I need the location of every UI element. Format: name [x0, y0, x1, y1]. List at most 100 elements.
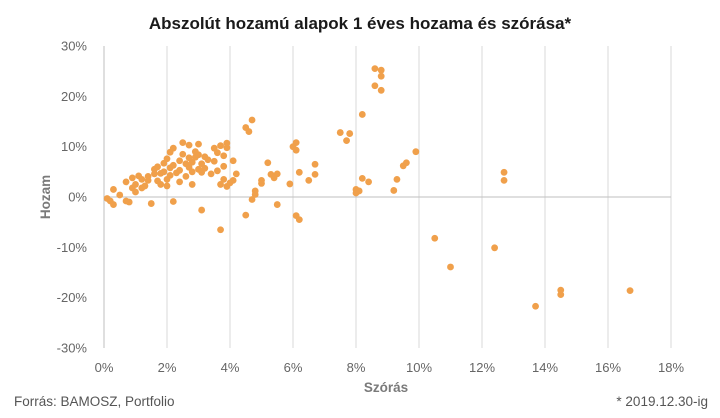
data-point	[110, 201, 117, 208]
data-point	[176, 166, 184, 174]
data-point	[412, 148, 420, 156]
data-point	[176, 178, 184, 186]
axes	[103, 46, 671, 348]
data-point	[169, 144, 177, 152]
data-point	[403, 159, 410, 167]
x-axis-ticks: 0% 2% 4% 6% 8% 10% 12% 14% 16% 18%	[95, 360, 685, 375]
data-point	[201, 164, 209, 172]
data-point	[295, 216, 303, 224]
data-point	[248, 116, 256, 124]
data-point	[214, 167, 221, 175]
data-point	[207, 170, 215, 178]
data-point	[166, 171, 174, 179]
data-point	[220, 162, 228, 170]
data-point	[132, 188, 139, 196]
data-point	[346, 130, 354, 137]
data-point	[198, 206, 206, 214]
data-point	[116, 191, 124, 199]
data-point	[138, 175, 146, 183]
data-point	[273, 201, 281, 208]
data-point	[169, 161, 177, 169]
y-axis-label: Hozam	[38, 175, 53, 219]
data-point	[343, 137, 350, 145]
y-tick-label: -20%	[57, 290, 88, 305]
data-point	[179, 139, 187, 147]
data-point	[491, 244, 498, 252]
y-tick-label: 20%	[61, 89, 87, 104]
data-point	[355, 187, 363, 195]
y-tick-label: -10%	[57, 240, 88, 255]
y-tick-label: 10%	[61, 139, 87, 154]
data-point	[128, 174, 136, 182]
data-point	[220, 175, 228, 183]
footer-note: * 2019.12.30-ig	[616, 394, 708, 409]
data-point	[626, 287, 634, 295]
data-point	[144, 172, 152, 180]
data-point	[217, 181, 224, 188]
data-point	[125, 198, 133, 206]
data-point	[377, 72, 385, 80]
data-point	[447, 263, 454, 271]
data-point	[286, 180, 294, 188]
data-point	[229, 157, 237, 165]
data-point	[185, 141, 193, 149]
data-point	[377, 66, 385, 74]
data-point	[210, 157, 218, 165]
data-point	[195, 140, 202, 148]
data-point	[292, 146, 300, 154]
chart-title: Abszolút hozamú alapok 1 éves hozama és …	[149, 14, 572, 33]
data-point	[365, 178, 372, 186]
data-point	[169, 198, 177, 205]
data-point	[245, 128, 253, 135]
data-point	[258, 176, 265, 184]
data-point	[295, 168, 303, 176]
data-point	[248, 196, 256, 203]
data-point	[500, 168, 508, 176]
data-point	[195, 151, 202, 159]
data-points	[103, 65, 634, 310]
data-point	[182, 172, 190, 180]
x-tick-label: 14%	[532, 360, 558, 375]
y-axis-ticks: -30% -20% -10% 0% 10% 20% 30%	[57, 39, 88, 356]
x-tick-label: 12%	[469, 360, 495, 375]
x-axis-label: Szórás	[364, 380, 408, 395]
data-point	[557, 291, 565, 299]
x-tick-label: 6%	[284, 360, 303, 375]
data-point	[390, 187, 398, 194]
data-point	[311, 160, 319, 168]
data-point	[160, 168, 168, 176]
data-point	[188, 168, 196, 176]
data-point	[204, 156, 212, 164]
data-point	[179, 150, 187, 158]
data-point	[358, 174, 366, 182]
data-point	[305, 176, 313, 184]
data-point	[157, 181, 165, 188]
y-tick-label: 30%	[61, 39, 87, 54]
y-tick-label: 0%	[68, 190, 87, 205]
data-point	[251, 187, 259, 195]
x-tick-label: 8%	[347, 360, 366, 375]
data-point	[264, 159, 272, 167]
data-point	[500, 176, 508, 184]
data-point	[242, 211, 250, 219]
data-point	[232, 170, 240, 178]
data-point	[188, 158, 196, 166]
data-point	[229, 176, 237, 184]
data-point	[336, 129, 344, 136]
data-point	[223, 139, 231, 147]
y-tick-label: -30%	[57, 341, 88, 356]
data-point	[214, 149, 221, 157]
data-point	[311, 170, 319, 178]
x-tick-label: 18%	[658, 360, 684, 375]
data-point	[371, 82, 379, 90]
x-tick-label: 4%	[221, 360, 240, 375]
data-point	[176, 157, 184, 165]
data-point	[141, 182, 149, 190]
footer-source: Forrás: BAMOSZ, Portfolio	[14, 394, 175, 409]
data-point	[532, 302, 539, 310]
data-point	[147, 200, 155, 207]
data-point	[163, 155, 171, 163]
data-point	[217, 142, 224, 150]
x-tick-label: 16%	[595, 360, 621, 375]
